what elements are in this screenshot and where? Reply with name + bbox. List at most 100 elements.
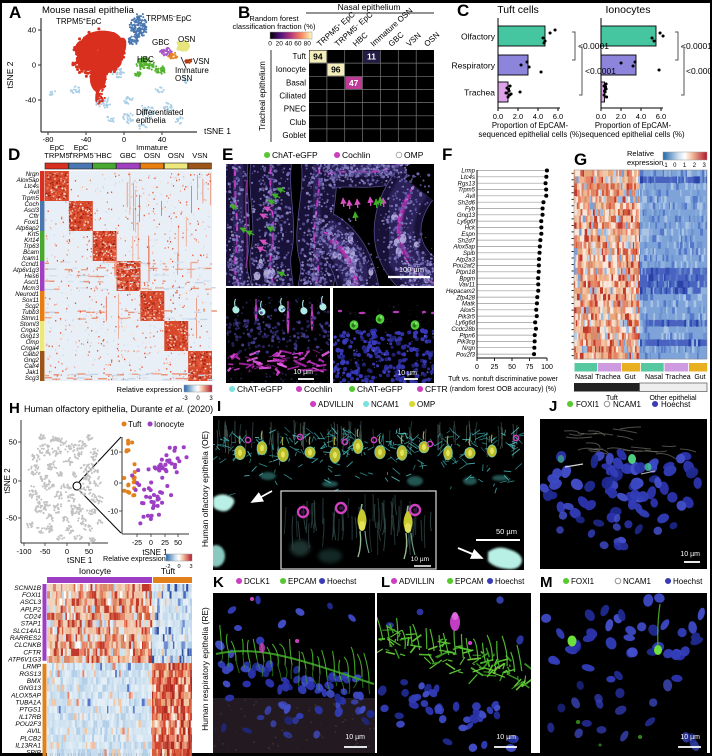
svg-text:-80: -80 bbox=[43, 135, 54, 144]
svg-text:D: D bbox=[8, 145, 20, 164]
svg-text:Ptpn18: Ptpn18 bbox=[456, 270, 476, 276]
svg-text:Hepacam2: Hepacam2 bbox=[446, 289, 476, 295]
svg-text:SLC14A1: SLC14A1 bbox=[13, 628, 42, 635]
svg-text:Krt5: Krt5 bbox=[28, 231, 40, 238]
svg-text:–: – bbox=[173, 14, 177, 20]
svg-text:Gng13: Gng13 bbox=[20, 333, 39, 340]
svg-text:FOXI1: FOXI1 bbox=[571, 577, 595, 586]
svg-text:Avil: Avil bbox=[28, 189, 39, 196]
svg-text:Tubb3: Tubb3 bbox=[22, 309, 40, 316]
svg-text:Alox5ap: Alox5ap bbox=[452, 245, 475, 251]
svg-text:OSN: OSN bbox=[175, 74, 193, 83]
svg-text:Avil: Avil bbox=[464, 194, 475, 200]
svg-text:Pou2af2: Pou2af2 bbox=[453, 264, 476, 270]
svg-text:Relative expression: Relative expression bbox=[103, 554, 166, 563]
svg-text:0: 0 bbox=[32, 61, 36, 70]
svg-text:I: I bbox=[217, 398, 221, 415]
svg-text:Krt14: Krt14 bbox=[24, 237, 39, 244]
svg-text:BMX: BMX bbox=[27, 678, 42, 685]
svg-text:HBC: HBC bbox=[96, 151, 112, 160]
svg-text:OSN: OSN bbox=[168, 151, 184, 160]
svg-text:IL13RA1: IL13RA1 bbox=[15, 743, 41, 750]
svg-text:6.0: 6.0 bbox=[656, 112, 666, 121]
svg-text:CFTR: CFTR bbox=[425, 384, 448, 394]
svg-text:C: C bbox=[457, 1, 469, 20]
svg-text:Coch: Coch bbox=[25, 201, 40, 208]
svg-text:Random forest: Random forest bbox=[249, 14, 299, 23]
svg-text:NCAM1: NCAM1 bbox=[371, 400, 400, 409]
svg-text:Ltc4s: Ltc4s bbox=[24, 183, 39, 190]
svg-text:ALOX5AP: ALOX5AP bbox=[10, 692, 42, 699]
svg-text:Nrgn: Nrgn bbox=[26, 171, 40, 178]
svg-text:EpC: EpC bbox=[50, 143, 65, 152]
svg-text:Ly6g6d: Ly6g6d bbox=[455, 321, 475, 327]
svg-text:ASCL3: ASCL3 bbox=[19, 599, 41, 606]
svg-text:Scg2: Scg2 bbox=[25, 303, 40, 310]
svg-text:0: 0 bbox=[13, 477, 17, 486]
svg-text:Hoechst: Hoechst bbox=[673, 577, 703, 586]
svg-text:-50: -50 bbox=[40, 547, 51, 556]
svg-text:Respiratory: Respiratory bbox=[452, 61, 496, 71]
svg-text:TRPM5: TRPM5 bbox=[44, 151, 69, 160]
svg-text:Nasal: Nasal bbox=[645, 374, 663, 381]
svg-text:APLP2: APLP2 bbox=[19, 606, 41, 613]
svg-text:20: 20 bbox=[276, 41, 284, 48]
svg-text:94: 94 bbox=[313, 52, 323, 62]
svg-text:ATP6V1G3: ATP6V1G3 bbox=[7, 657, 41, 664]
svg-text:NCAM1: NCAM1 bbox=[613, 400, 642, 409]
svg-text:Scg3: Scg3 bbox=[25, 375, 40, 382]
svg-text:3: 3 bbox=[189, 564, 192, 570]
svg-text:SCNN1B: SCNN1B bbox=[14, 585, 41, 592]
svg-text:–: – bbox=[94, 151, 97, 157]
svg-text:-100: -100 bbox=[16, 547, 31, 556]
svg-text:80: 80 bbox=[304, 41, 312, 48]
svg-text:Tuft: Tuft bbox=[606, 395, 618, 402]
svg-text:PTGS1: PTGS1 bbox=[19, 707, 41, 714]
svg-text:Sox11: Sox11 bbox=[22, 297, 39, 304]
svg-text:classification fraction (%): classification fraction (%) bbox=[233, 22, 316, 31]
svg-text:EpC: EpC bbox=[74, 143, 89, 152]
svg-text:Trachea: Trachea bbox=[464, 88, 495, 98]
svg-text:25: 25 bbox=[491, 364, 499, 371]
svg-text:J: J bbox=[549, 398, 557, 415]
svg-text:+: + bbox=[70, 151, 73, 157]
svg-text:Immature: Immature bbox=[136, 143, 168, 152]
svg-text:HBC: HBC bbox=[137, 55, 154, 64]
svg-text:H: H bbox=[9, 400, 20, 417]
svg-text:10 µm: 10 µm bbox=[293, 369, 313, 376]
svg-text:Cochlin: Cochlin bbox=[342, 150, 371, 160]
svg-text:Alox5ap: Alox5ap bbox=[16, 177, 40, 184]
svg-text:Ltc4s: Ltc4s bbox=[461, 175, 475, 181]
svg-text:Club: Club bbox=[290, 118, 307, 127]
svg-text:EPCAM: EPCAM bbox=[455, 577, 484, 586]
svg-text:tSNE 1: tSNE 1 bbox=[204, 126, 231, 136]
svg-text:Human olfactory epithelia, Dur: Human olfactory epithelia, Durante et al… bbox=[24, 404, 213, 414]
svg-text:Stoml3: Stoml3 bbox=[20, 321, 40, 328]
svg-text:100 µm: 100 µm bbox=[399, 265, 424, 274]
svg-text:50: 50 bbox=[85, 547, 93, 556]
svg-text:AVIL: AVIL bbox=[26, 728, 41, 735]
svg-text:Ascl1: Ascl1 bbox=[23, 279, 39, 286]
svg-text:K: K bbox=[213, 574, 224, 591]
svg-text:Ciliated: Ciliated bbox=[279, 92, 306, 101]
svg-text:1: 1 bbox=[683, 163, 687, 169]
svg-text:Lrmp: Lrmp bbox=[461, 169, 475, 175]
svg-text:Calr4: Calr4 bbox=[24, 363, 39, 370]
svg-text:GNG13: GNG13 bbox=[19, 685, 42, 692]
svg-text:EPCAM: EPCAM bbox=[288, 577, 317, 586]
svg-text:Ionocyte: Ionocyte bbox=[79, 566, 111, 576]
svg-text:10 µm: 10 µm bbox=[411, 556, 429, 563]
svg-text:TRPM5: TRPM5 bbox=[146, 14, 174, 23]
svg-text:Bcam: Bcam bbox=[23, 249, 39, 256]
svg-text:tSNE 1: tSNE 1 bbox=[142, 548, 168, 557]
svg-text:Proportion of EpCAM-: Proportion of EpCAM- bbox=[492, 121, 569, 130]
svg-text:Zfp428: Zfp428 bbox=[455, 295, 475, 301]
svg-text:ADVILLIN: ADVILLIN bbox=[318, 400, 354, 409]
svg-text:40: 40 bbox=[28, 26, 36, 35]
svg-text:10 µm: 10 µm bbox=[345, 734, 365, 741]
svg-text:Hes6: Hes6 bbox=[25, 273, 40, 280]
svg-text:FOXI1: FOXI1 bbox=[22, 592, 41, 599]
svg-text:Goblet: Goblet bbox=[282, 131, 306, 140]
svg-text:75: 75 bbox=[526, 364, 534, 371]
svg-text:epithelia: epithelia bbox=[136, 116, 166, 125]
